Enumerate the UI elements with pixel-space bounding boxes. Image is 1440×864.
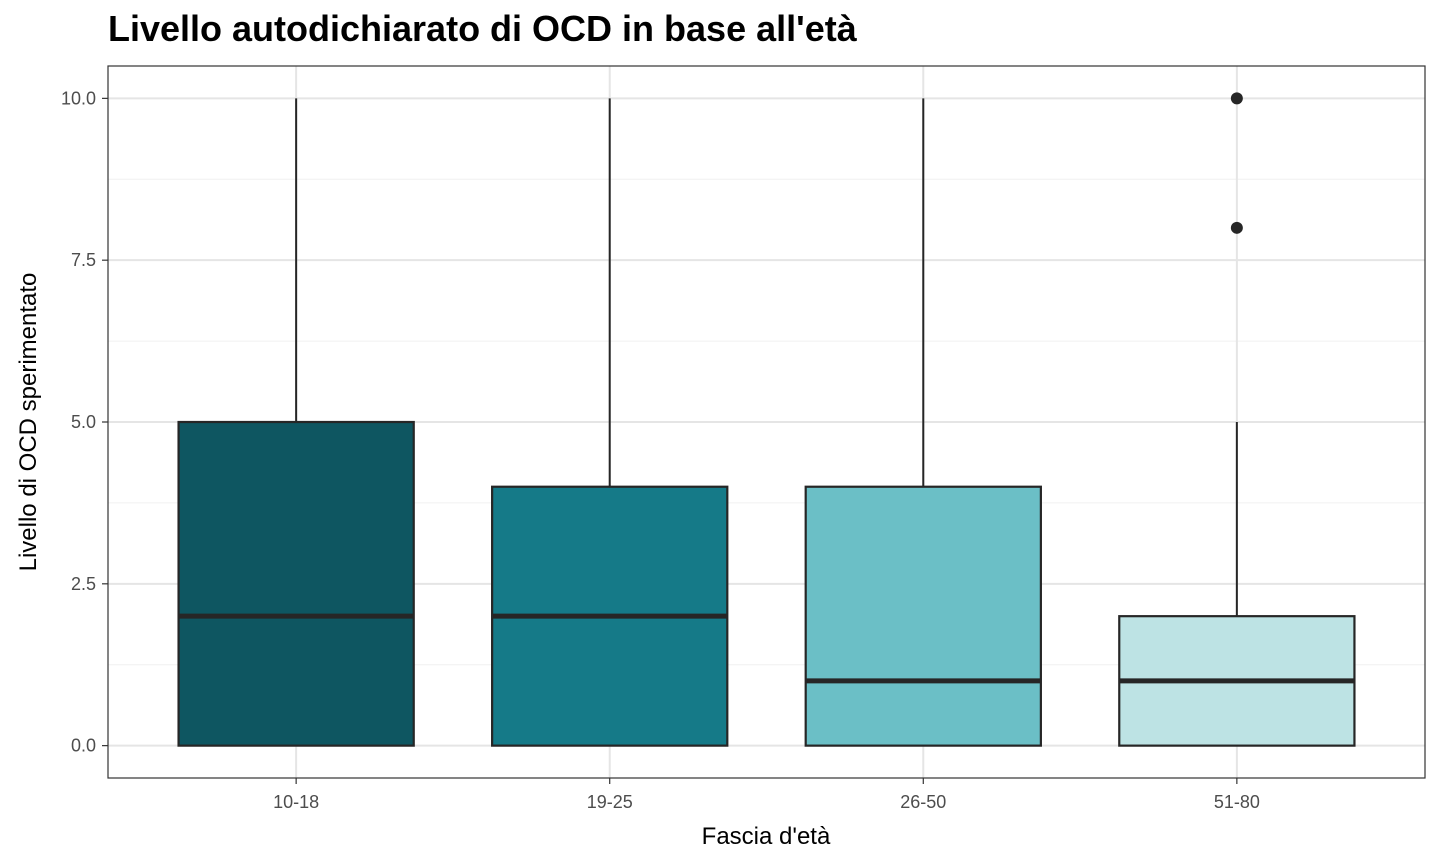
chart-title: Livello autodichiarato di OCD in base al… xyxy=(108,8,857,49)
y-tick-label: 5.0 xyxy=(71,412,96,432)
x-tick-label: 19-25 xyxy=(587,792,633,812)
y-tick-label: 0.0 xyxy=(71,736,96,756)
y-tick-label: 10.0 xyxy=(61,88,96,108)
box-19-25 xyxy=(491,98,729,747)
y-tick-label: 2.5 xyxy=(71,574,96,594)
x-axis-title: Fascia d'età xyxy=(702,823,831,850)
box-10-18 xyxy=(177,98,415,747)
box-51-80 xyxy=(1118,92,1356,747)
axes: 0.0 2.5 5.0 7.5 10.0 10-18 19-25 26-50 51-80 xyxy=(61,88,1260,812)
x-tick-label: 51-80 xyxy=(1214,792,1260,812)
box-26-50 xyxy=(804,98,1042,747)
x-tick-label: 10-18 xyxy=(273,792,319,812)
box-iqr xyxy=(177,420,415,747)
box-iqr xyxy=(804,485,1042,747)
y-axis-title: Livello di OCD sperimentato xyxy=(15,273,42,572)
y-tick-label: 7.5 xyxy=(71,250,96,270)
outlier-point xyxy=(1230,221,1243,234)
outlier-point xyxy=(1230,92,1243,105)
x-tick-label: 26-50 xyxy=(900,792,946,812)
box-layer xyxy=(177,92,1356,747)
